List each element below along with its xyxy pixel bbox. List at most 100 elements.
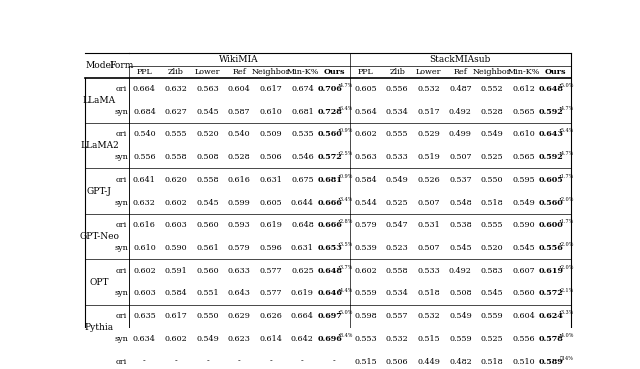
Text: 0.593: 0.593 [228, 221, 251, 229]
Text: 0.631: 0.631 [259, 176, 282, 184]
Text: 0.589: 0.589 [539, 358, 564, 366]
Text: 0.572: 0.572 [317, 153, 342, 161]
Text: 0.578: 0.578 [539, 335, 564, 343]
Text: 0.531: 0.531 [417, 221, 440, 229]
Text: 0.648: 0.648 [539, 85, 564, 93]
Text: 0.603: 0.603 [133, 289, 156, 297]
Text: 0.577: 0.577 [260, 289, 282, 297]
Text: •4.4%: •4.4% [337, 287, 353, 293]
Text: 0.539: 0.539 [355, 244, 377, 252]
Text: 0.560: 0.560 [539, 199, 564, 207]
Text: •4.7%: •4.7% [559, 106, 574, 111]
Text: Zlib: Zlib [389, 68, 405, 76]
Text: 0.545: 0.545 [513, 244, 535, 252]
Text: 0.602: 0.602 [164, 199, 188, 207]
Text: 0.553: 0.553 [355, 335, 377, 343]
Text: •3.4%: •3.4% [337, 197, 353, 201]
Text: •3.5%: •3.5% [337, 242, 353, 247]
Text: •8.4%: •8.4% [337, 333, 353, 338]
Text: 0.507: 0.507 [449, 153, 472, 161]
Text: 0.532: 0.532 [417, 85, 440, 93]
Text: Ref: Ref [232, 68, 246, 76]
Text: 0.591: 0.591 [164, 267, 188, 275]
Text: 0.518: 0.518 [481, 199, 503, 207]
Text: 0.595: 0.595 [513, 176, 535, 184]
Text: 0.642: 0.642 [291, 335, 314, 343]
Text: ori: ori [116, 176, 127, 184]
Text: 0.534: 0.534 [386, 108, 408, 115]
Text: 0.602: 0.602 [355, 130, 377, 138]
Text: 0.548: 0.548 [449, 199, 472, 207]
Text: 0.510: 0.510 [513, 358, 535, 366]
Text: 0.549: 0.549 [449, 312, 472, 320]
Text: •2.0%: •2.0% [559, 242, 574, 247]
Text: 0.556: 0.556 [539, 244, 564, 252]
Text: ∢14%: ∢14% [559, 356, 573, 361]
Text: 0.533: 0.533 [386, 153, 408, 161]
Text: Ours: Ours [545, 68, 566, 76]
Text: 0.684: 0.684 [133, 108, 156, 115]
Text: -: - [175, 358, 177, 366]
Text: 0.556: 0.556 [133, 153, 156, 161]
Text: 0.653: 0.653 [317, 244, 342, 252]
Text: 0.508: 0.508 [449, 289, 472, 297]
Text: 0.518: 0.518 [481, 358, 503, 366]
Text: •5.0%: •5.0% [337, 310, 353, 315]
Text: 0.557: 0.557 [386, 312, 408, 320]
Text: ori: ori [116, 85, 127, 93]
Text: 0.529: 0.529 [417, 130, 440, 138]
Text: -: - [301, 358, 304, 366]
Text: 0.592: 0.592 [539, 108, 564, 115]
Text: 0.596: 0.596 [259, 244, 282, 252]
Text: ori: ori [116, 312, 127, 320]
Text: -: - [238, 358, 241, 366]
Text: 0.627: 0.627 [164, 108, 188, 115]
Text: ori: ori [116, 267, 127, 275]
Text: 0.508: 0.508 [196, 153, 219, 161]
Text: 0.602: 0.602 [355, 267, 377, 275]
Text: 0.547: 0.547 [386, 221, 408, 229]
Text: 0.577: 0.577 [260, 267, 282, 275]
Text: 0.549: 0.549 [386, 176, 408, 184]
Text: 0.561: 0.561 [196, 244, 219, 252]
Text: •4.0%: •4.0% [559, 333, 574, 338]
Text: 0.525: 0.525 [481, 335, 503, 343]
Text: 0.564: 0.564 [355, 108, 377, 115]
Text: 0.558: 0.558 [386, 267, 408, 275]
Text: 0.646: 0.646 [317, 289, 342, 297]
Text: 0.643: 0.643 [228, 289, 251, 297]
Text: 0.579: 0.579 [355, 221, 377, 229]
Text: 0.635: 0.635 [133, 312, 156, 320]
Text: 0.549: 0.549 [196, 335, 219, 343]
Text: 0.696: 0.696 [317, 335, 342, 343]
Text: 0.602: 0.602 [164, 335, 188, 343]
Text: 0.563: 0.563 [355, 153, 377, 161]
Text: 0.556: 0.556 [513, 335, 535, 343]
Text: 0.602: 0.602 [133, 267, 156, 275]
Text: 0.499: 0.499 [449, 130, 472, 138]
Text: Form: Form [109, 61, 133, 70]
Text: 0.559: 0.559 [449, 335, 472, 343]
Text: 0.624: 0.624 [539, 312, 564, 320]
Text: Zlib: Zlib [168, 68, 184, 76]
Text: •2.1%: •2.1% [559, 287, 574, 293]
Text: 0.509: 0.509 [259, 130, 282, 138]
Text: PPL: PPL [136, 68, 152, 76]
Text: 0.515: 0.515 [355, 358, 377, 366]
Text: 0.674: 0.674 [291, 85, 314, 93]
Text: 0.540: 0.540 [228, 130, 250, 138]
Text: 0.625: 0.625 [291, 267, 314, 275]
Text: 0.528: 0.528 [481, 108, 503, 115]
Text: 0.603: 0.603 [164, 221, 188, 229]
Text: 0.526: 0.526 [417, 176, 440, 184]
Text: Min-K%: Min-K% [286, 68, 319, 76]
Text: 0.555: 0.555 [164, 130, 188, 138]
Text: •5.0%: •5.0% [559, 83, 574, 88]
Text: Min-K%: Min-K% [508, 68, 540, 76]
Text: 0.579: 0.579 [228, 244, 250, 252]
Text: OPT: OPT [90, 277, 109, 287]
Text: 0.560: 0.560 [196, 267, 219, 275]
Text: 0.572: 0.572 [539, 289, 564, 297]
Text: 0.610: 0.610 [259, 108, 282, 115]
Text: 0.616: 0.616 [133, 221, 156, 229]
